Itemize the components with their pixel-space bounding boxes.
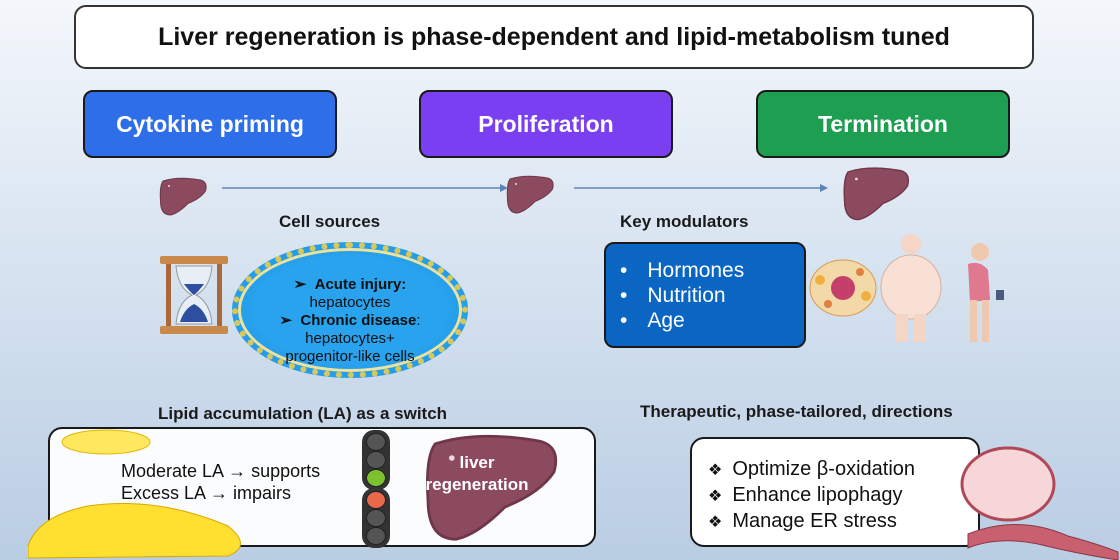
traffic-light-green [362, 430, 390, 490]
acute-injury-label: Acute injury: [314, 276, 407, 293]
obese-person-icon [880, 234, 942, 342]
hourglass-icon [160, 256, 228, 334]
cell-sources-membrane: ➢ Acute injury: hepatocytes ➢ Chronic di… [232, 242, 468, 378]
liver-label-1: liver [459, 453, 495, 472]
phase-termination: Termination [756, 90, 1010, 158]
phase-proliferation: Proliferation [419, 90, 673, 158]
therapeutic-item: Manage ER stress [708, 509, 978, 535]
moderate-la-text: Moderate LA → supports [121, 461, 321, 481]
acute-injury-value: hepatocytes [309, 294, 391, 311]
chronic-disease-value-2: progenitor-like cells [285, 348, 415, 365]
key-modulators-heading: Key modulators [620, 212, 749, 231]
traffic-light-red [362, 488, 390, 548]
lipid-heading: Lipid accumulation (LA) as a switch [158, 404, 448, 423]
key-modulators-box: Hormones Nutrition Age [604, 242, 806, 348]
hormone-cell-icon [809, 259, 877, 317]
small-lipid-droplets-icon [61, 429, 151, 455]
therapeutic-item: Enhance lipophagy [708, 483, 978, 509]
liver-label-2: regeneration [425, 475, 529, 494]
large-lipid-droplets-icon [28, 503, 241, 559]
mitochondrion-er-icon [960, 446, 1119, 560]
liver-icon [843, 167, 910, 221]
excess-la-text: Excess LA → impairs [121, 483, 292, 503]
therapeutic-item: Optimize β-oxidation [708, 457, 978, 483]
cell-sources-heading: Cell sources [279, 212, 381, 231]
modulator-item: Nutrition [620, 283, 804, 308]
colon: : [416, 312, 421, 329]
chronic-disease-label: Chronic disease [300, 312, 417, 329]
chronic-disease-value-1: hepatocytes+ [305, 330, 395, 347]
modulator-item: Hormones [620, 258, 804, 283]
modulator-item: Age [620, 308, 804, 333]
therapeutic-box: Optimize β-oxidation Enhance lipophagy M… [690, 437, 980, 547]
therapeutic-heading: Therapeutic, phase-tailored, directions [640, 402, 953, 421]
liver-icon [159, 177, 207, 216]
phase-cytokine-priming: Cytokine priming [83, 90, 337, 158]
elderly-person-icon [968, 243, 1004, 342]
timeline-arrows [222, 184, 828, 192]
diagram-title: Liver regeneration is phase-dependent an… [74, 5, 1034, 69]
